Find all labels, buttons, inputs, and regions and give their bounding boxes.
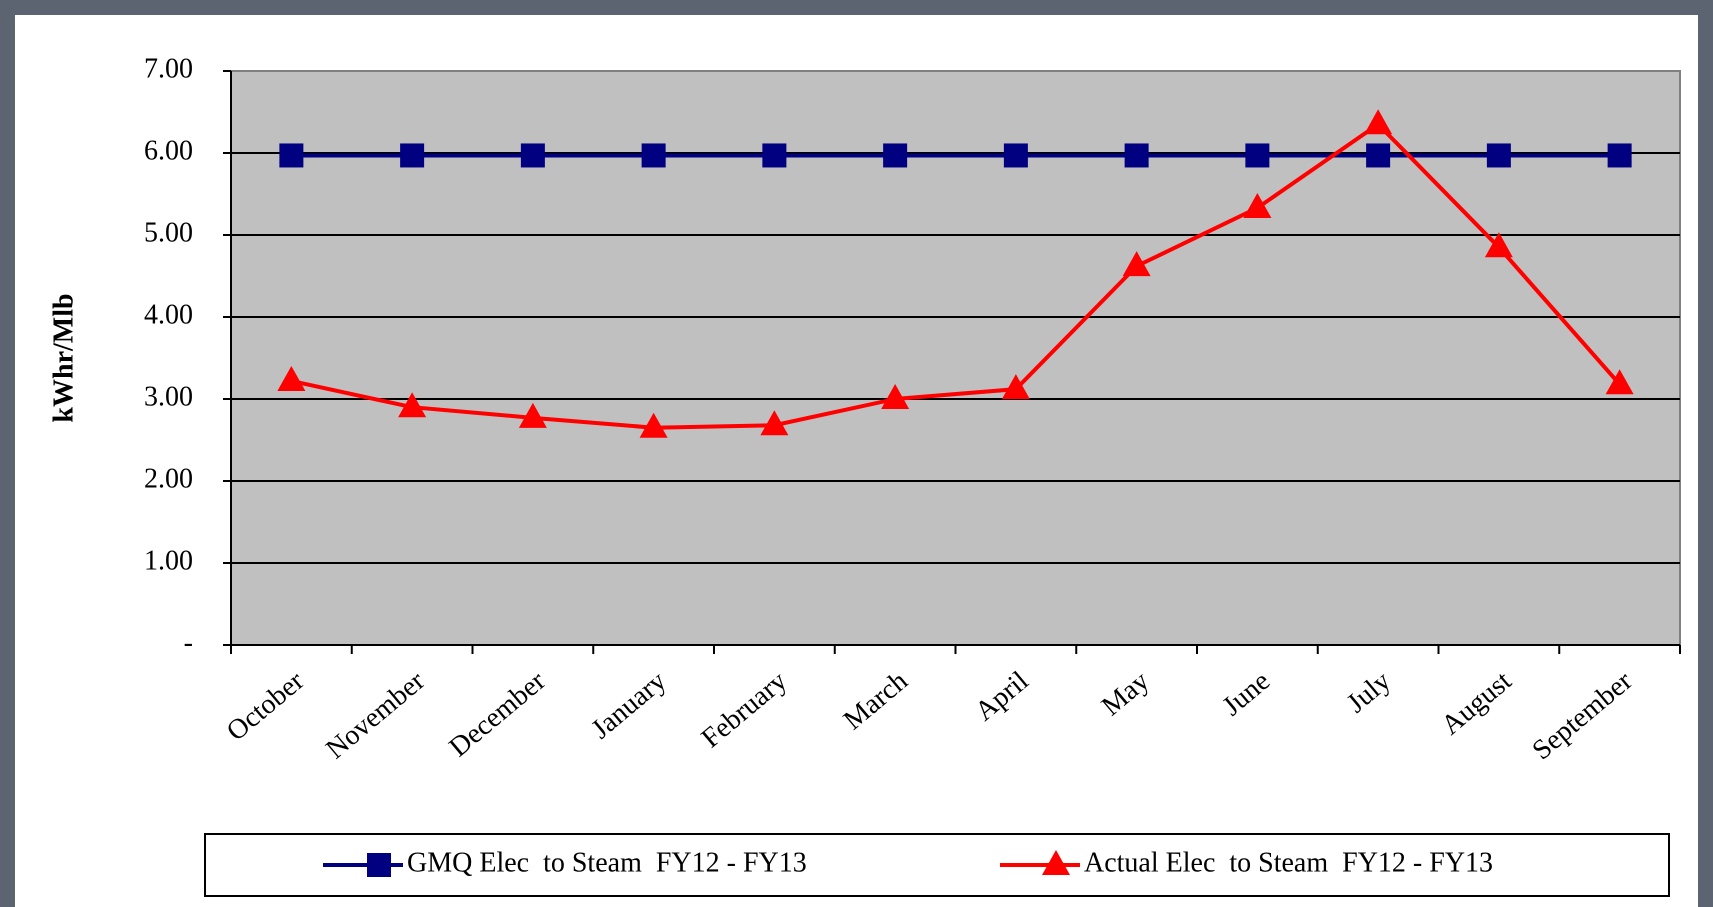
legend-box xyxy=(204,833,1670,897)
marker xyxy=(641,143,666,168)
marker xyxy=(760,410,789,436)
series-line xyxy=(290,121,1622,430)
marker xyxy=(400,143,425,168)
y-tick-label: 1.00 xyxy=(144,545,193,576)
y-axis-label: kWhr/Mlb xyxy=(48,293,79,422)
marker xyxy=(398,392,427,418)
marker xyxy=(762,143,787,168)
marker xyxy=(1124,143,1149,168)
marker xyxy=(1484,232,1513,258)
marker xyxy=(639,412,668,438)
marker xyxy=(1605,369,1634,395)
marker xyxy=(1122,251,1151,277)
plot-area xyxy=(230,70,1681,646)
y-tick-label: - xyxy=(184,627,193,658)
marker xyxy=(1001,374,1030,400)
y-tick-label: 5.00 xyxy=(144,217,193,248)
legend-label: GMQ Elec to Steam FY12 - FY13 xyxy=(407,847,807,878)
y-tick-label: 7.00 xyxy=(144,53,193,84)
y-tick-label: 6.00 xyxy=(144,135,193,166)
marker xyxy=(518,402,547,428)
marker xyxy=(279,143,304,168)
y-tick-label: 4.00 xyxy=(144,299,193,330)
marker xyxy=(1364,109,1393,135)
y-tick-label: 3.00 xyxy=(144,381,193,412)
marker xyxy=(881,384,910,409)
marker xyxy=(1607,143,1632,168)
marker xyxy=(277,365,306,391)
marker xyxy=(1243,192,1272,218)
marker xyxy=(1486,143,1511,168)
y-tick-label: 2.00 xyxy=(144,463,193,494)
marker xyxy=(1366,143,1391,168)
marker xyxy=(367,853,391,877)
marker xyxy=(1042,850,1070,875)
marker xyxy=(1245,143,1270,168)
marker xyxy=(1003,143,1028,168)
marker xyxy=(883,143,908,168)
legend-label: Actual Elec to Steam FY12 - FY13 xyxy=(1084,847,1493,878)
marker xyxy=(520,143,545,168)
